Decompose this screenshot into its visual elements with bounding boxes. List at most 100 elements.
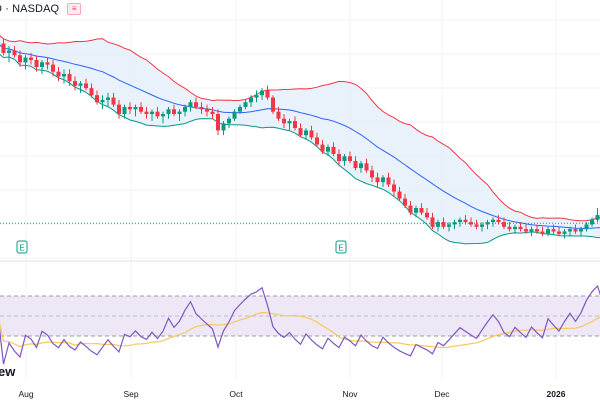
candle [430,212,435,230]
candle [568,226,572,237]
bollinger-fill [0,35,600,244]
candle-body [381,177,385,183]
time-axis-label: Sep [123,389,138,399]
candle-body [166,109,171,114]
time-axis-label: Dec [434,389,450,399]
candle-body [518,226,523,230]
candle [205,104,209,117]
candle-body [309,130,314,138]
candle-body [205,109,209,112]
candle-body [298,128,303,136]
candle [1,38,6,56]
candle-body [403,198,407,206]
candle [480,222,484,232]
candle [342,153,347,166]
candle-body [161,114,165,117]
candle [546,226,550,237]
earnings-marker[interactable]: E [16,240,28,254]
candle [177,109,182,122]
candle-body [84,83,88,89]
candle [199,102,204,114]
candle [40,59,44,75]
candle-body [40,62,44,67]
candle [375,172,380,187]
candle [260,88,264,100]
candle [331,142,336,157]
candle [414,205,418,218]
candle-body [364,163,369,171]
candle [122,104,127,119]
candle-body [584,224,589,230]
candle [254,90,259,103]
candle [73,76,77,91]
candle-body [188,102,193,107]
time-axis-label: 2026 [547,389,566,399]
candle-body [408,205,413,213]
candle [551,224,556,234]
candle [474,219,479,230]
candle [469,217,473,227]
candles [1,38,600,239]
candle-body [62,74,66,77]
candle [353,156,358,171]
candle-body [485,222,490,225]
candle [188,99,193,112]
candle [276,106,281,122]
candle-body [34,59,39,67]
candle-body [238,106,242,112]
candle-body [496,219,501,223]
candle-body [150,111,154,114]
candle-body [56,71,61,77]
candle-body [194,102,198,107]
candle-body [271,97,275,112]
candle-body [67,74,72,82]
candle [249,95,253,107]
candle [320,139,325,154]
candle [304,128,308,140]
candle [51,59,55,77]
candle [524,224,528,234]
candle-body [265,90,270,98]
earnings-marker[interactable]: E [335,240,347,254]
time-axis-label: Aug [18,389,33,399]
candle-body [359,163,363,169]
candle-body [221,123,226,131]
candle-body [540,231,545,234]
candle-body [216,114,220,131]
candle [243,99,248,110]
candle-body [12,50,17,56]
candle [513,224,517,234]
candle-body [573,229,578,232]
candle [221,121,226,136]
candle [540,226,545,237]
candle-body [89,88,94,96]
candle [78,81,83,93]
menu-lines-icon[interactable]: ≡ [67,3,82,15]
candle-body [287,121,292,124]
candle [458,217,462,227]
candle-body [210,111,215,114]
bollinger-bands [0,35,600,245]
candle-body [535,229,539,232]
candle [447,222,451,232]
bollinger-upper-line [0,35,600,222]
candle [227,116,231,129]
rsi-pane [0,284,600,365]
candle-body [144,111,149,114]
candle-body [474,224,479,227]
candle-body [183,106,187,112]
candle-body [117,104,121,114]
candle [579,226,583,237]
candle [210,106,215,119]
candle [386,172,391,187]
candle [507,222,512,232]
candle [309,125,314,140]
earnings-marker-box [335,240,347,254]
candle [287,118,292,131]
candle [298,123,303,138]
candle [397,186,402,201]
candle [150,109,154,122]
candle [573,224,578,234]
